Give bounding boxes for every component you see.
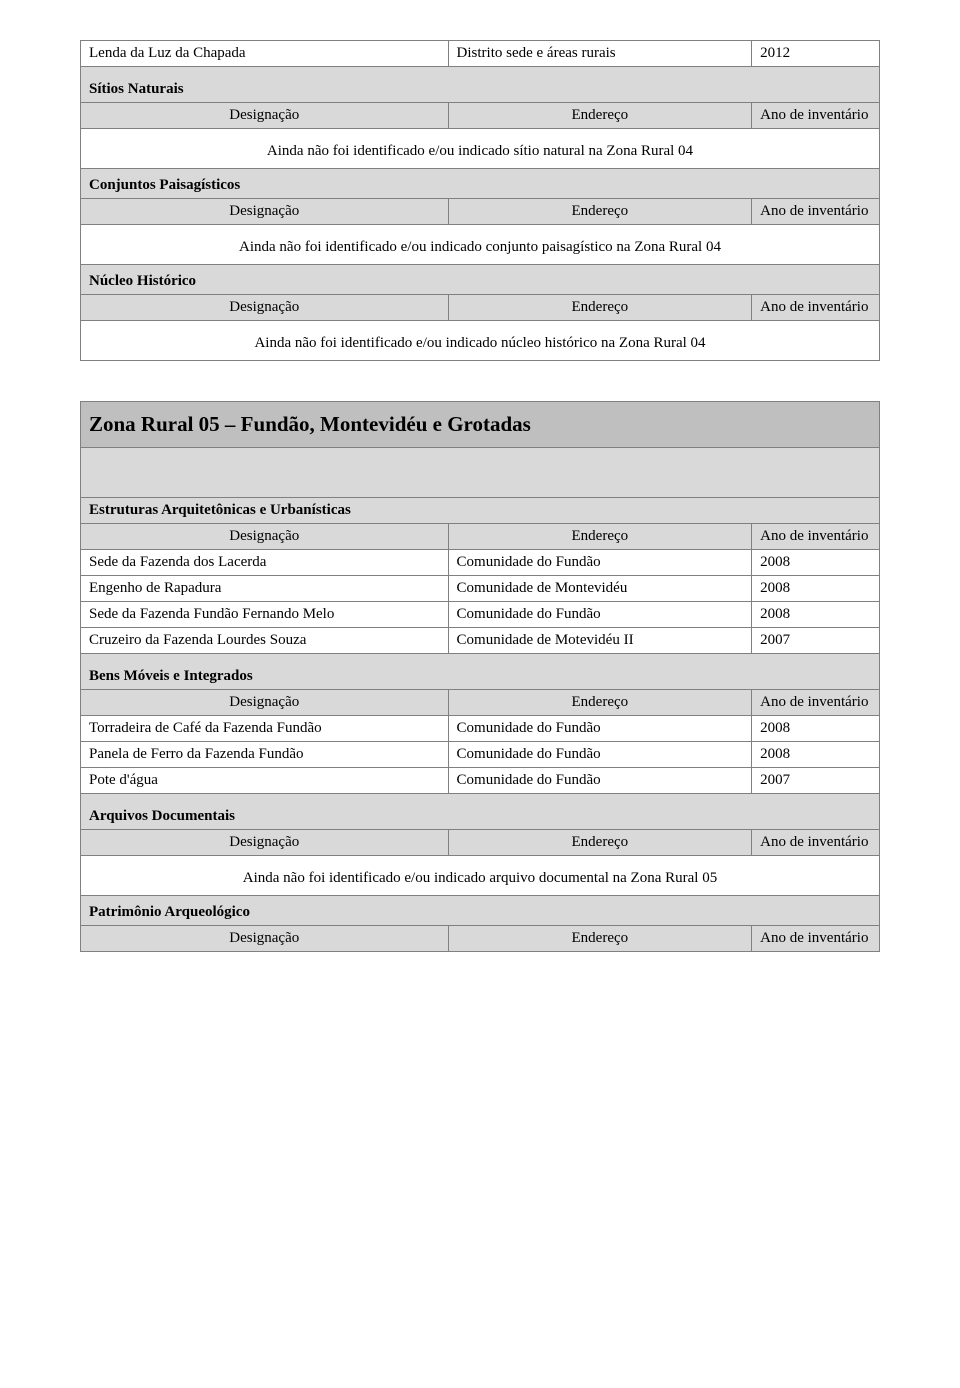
table-row: Panela de Ferro da Fazenda FundãoComunid…: [81, 742, 880, 768]
col-ano: Ano de inventário: [752, 199, 880, 225]
cell: 2008: [752, 550, 880, 576]
table-row: Torradeira de Café da Fazenda FundãoComu…: [81, 716, 880, 742]
col-designacao: Designação: [81, 830, 449, 856]
note-text: Ainda não foi identificado e/ou indicado…: [243, 870, 717, 886]
table-row: Sede da Fazenda dos LacerdaComunidade do…: [81, 550, 880, 576]
cell: Torradeira de Café da Fazenda Fundão: [81, 716, 449, 742]
section-title: Conjuntos Paisagísticos: [81, 169, 880, 199]
col-ano: Ano de inventário: [752, 926, 880, 952]
table-header: Designação Endereço Ano de inventário: [81, 103, 880, 129]
spacer: [80, 361, 880, 401]
filler: [81, 448, 880, 498]
section-label: Bens Móveis e Integrados: [89, 668, 253, 684]
section-label: Arquivos Documentais: [89, 808, 235, 824]
cell: 2008: [752, 742, 880, 768]
section-title: Estruturas Arquitetônicas e Urbanísticas: [81, 498, 880, 524]
section-title: Sítios Naturais: [81, 67, 880, 103]
table-row: Cruzeiro da Fazenda Lourdes SouzaComunid…: [81, 628, 880, 654]
col-ano: Ano de inventário: [752, 524, 880, 550]
section-label: Conjuntos Paisagísticos: [89, 177, 240, 193]
cell: Sede da Fazenda dos Lacerda: [81, 550, 449, 576]
col-designacao: Designação: [81, 295, 449, 321]
col-ano: Ano de inventário: [752, 830, 880, 856]
col-designacao: Designação: [81, 690, 449, 716]
col-endereco: Endereço: [448, 199, 752, 225]
table-header: Designação Endereço Ano de inventário: [81, 830, 880, 856]
cell: Comunidade de Motevidéu II: [448, 628, 752, 654]
bens-table: Bens Móveis e Integrados Designação Ende…: [80, 654, 880, 794]
cell: Comunidade do Fundão: [448, 550, 752, 576]
table-row: Pote d'águaComunidade do Fundão2007: [81, 768, 880, 794]
col-endereco: Endereço: [448, 690, 752, 716]
cell: 2008: [752, 602, 880, 628]
cell: Comunidade do Fundão: [448, 742, 752, 768]
col-designacao: Designação: [81, 524, 449, 550]
col-designacao: Designação: [81, 926, 449, 952]
patrimonio-table: Patrimônio Arqueológico Designação Ender…: [80, 896, 880, 952]
col-ano: Ano de inventário: [752, 295, 880, 321]
nucleo-table: Núcleo Histórico Designação Endereço Ano…: [80, 265, 880, 361]
cell: Comunidade do Fundão: [448, 602, 752, 628]
zone-title-row: Zona Rural 05 – Fundão, Montevidéu e Gro…: [81, 402, 880, 448]
col-endereco: Endereço: [448, 524, 752, 550]
note-row: Ainda não foi identificado e/ou indicado…: [81, 129, 880, 169]
section-label: Sítios Naturais: [89, 81, 184, 97]
table-header: Designação Endereço Ano de inventário: [81, 690, 880, 716]
section-label: Estruturas Arquitetônicas e Urbanísticas: [89, 502, 351, 518]
cell: Sede da Fazenda Fundão Fernando Melo: [81, 602, 449, 628]
col-endereco: Endereço: [448, 926, 752, 952]
col-ano: Ano de inventário: [752, 103, 880, 129]
cell: Panela de Ferro da Fazenda Fundão: [81, 742, 449, 768]
cell: Engenho de Rapadura: [81, 576, 449, 602]
section-title: Bens Móveis e Integrados: [81, 654, 880, 690]
zone-title: Zona Rural 05 – Fundão, Montevidéu e Gro…: [81, 402, 880, 448]
filler-row: [81, 448, 880, 498]
col-designacao: Designação: [81, 199, 449, 225]
zone-title-table: Zona Rural 05 – Fundão, Montevidéu e Gro…: [80, 401, 880, 498]
cell: 2012: [752, 41, 880, 67]
cell: 2007: [752, 628, 880, 654]
note-row: Ainda não foi identificado e/ou indicado…: [81, 225, 880, 265]
cell: 2008: [752, 716, 880, 742]
note-row: Ainda não foi identificado e/ou indicado…: [81, 321, 880, 361]
cell: 2008: [752, 576, 880, 602]
section-label: Patrimônio Arqueológico: [89, 904, 250, 920]
cell: Pote d'água: [81, 768, 449, 794]
note-text: Ainda não foi identificado e/ou indicado…: [267, 143, 693, 159]
note-text: Ainda não foi identificado e/ou indicado…: [254, 335, 705, 351]
top-table: Lenda da Luz da Chapada Distrito sede e …: [80, 40, 880, 67]
table-row: Engenho de RapaduraComunidade de Montevi…: [81, 576, 880, 602]
arquivos-table: Arquivos Documentais Designação Endereço…: [80, 794, 880, 896]
cell: Distrito sede e áreas rurais: [448, 41, 752, 67]
table-header: Designação Endereço Ano de inventário: [81, 524, 880, 550]
conjuntos-table: Conjuntos Paisagísticos Designação Ender…: [80, 169, 880, 265]
table-header: Designação Endereço Ano de inventário: [81, 295, 880, 321]
table-header: Designação Endereço Ano de inventário: [81, 926, 880, 952]
col-designacao: Designação: [81, 103, 449, 129]
cell: 2007: [752, 768, 880, 794]
table-row: Lenda da Luz da Chapada Distrito sede e …: [81, 41, 880, 67]
cell: Lenda da Luz da Chapada: [81, 41, 449, 67]
table-row: Sede da Fazenda Fundão Fernando MeloComu…: [81, 602, 880, 628]
section-title: Núcleo Histórico: [81, 265, 880, 295]
col-endereco: Endereço: [448, 295, 752, 321]
note-row: Ainda não foi identificado e/ou indicado…: [81, 856, 880, 896]
section-title: Arquivos Documentais: [81, 794, 880, 830]
cell: Comunidade de Montevidéu: [448, 576, 752, 602]
cell: Comunidade do Fundão: [448, 768, 752, 794]
section-title: Patrimônio Arqueológico: [81, 896, 880, 926]
sitios-table: Sítios Naturais Designação Endereço Ano …: [80, 67, 880, 169]
table-header: Designação Endereço Ano de inventário: [81, 199, 880, 225]
col-endereco: Endereço: [448, 103, 752, 129]
col-ano: Ano de inventário: [752, 690, 880, 716]
section-label: Núcleo Histórico: [89, 273, 196, 289]
cell: Cruzeiro da Fazenda Lourdes Souza: [81, 628, 449, 654]
estruturas-table: Estruturas Arquitetônicas e Urbanísticas…: [80, 498, 880, 654]
note-text: Ainda não foi identificado e/ou indicado…: [239, 239, 721, 255]
cell: Comunidade do Fundão: [448, 716, 752, 742]
col-endereco: Endereço: [448, 830, 752, 856]
